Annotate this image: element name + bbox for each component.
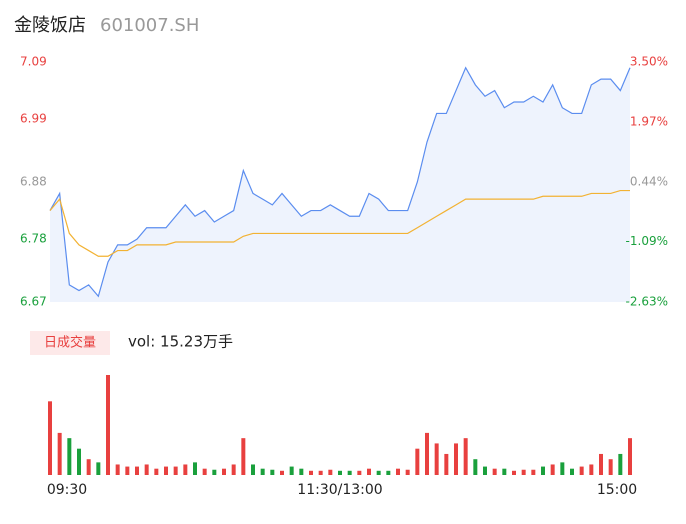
volume-bar bbox=[154, 468, 159, 475]
volume-legend: 日成交量 bbox=[44, 335, 96, 351]
volume-bar bbox=[135, 466, 139, 475]
volume-bar bbox=[57, 432, 62, 475]
volume-bar bbox=[589, 464, 594, 475]
y-tick-label: 6.67 bbox=[20, 295, 47, 309]
volume-bar bbox=[444, 453, 449, 475]
volume-bar bbox=[454, 443, 458, 475]
volume-bar bbox=[425, 432, 429, 475]
y2-tick-label: 3.50% bbox=[630, 55, 668, 69]
volume-bar bbox=[415, 448, 420, 475]
volume-bar bbox=[338, 470, 342, 475]
volume-bar bbox=[251, 464, 255, 475]
volume-bar bbox=[386, 470, 391, 475]
volume-bar bbox=[299, 468, 304, 475]
stock-name: 金陵饭店 bbox=[14, 15, 86, 36]
volume-bar bbox=[280, 470, 284, 475]
volume-bar bbox=[193, 462, 197, 475]
stock-code: 601007.SH bbox=[100, 15, 199, 36]
volume-bar bbox=[396, 468, 400, 475]
volume-bar bbox=[241, 438, 246, 475]
y2-tick-label: 1.97% bbox=[630, 114, 668, 128]
volume-bar bbox=[183, 464, 188, 475]
volume-bar bbox=[222, 468, 226, 475]
volume-bar bbox=[376, 470, 381, 475]
volume-bar bbox=[599, 453, 603, 475]
volume-bar bbox=[96, 462, 101, 475]
volume-bar bbox=[541, 466, 545, 475]
volume-bar bbox=[270, 469, 275, 475]
price-line bbox=[49, 66, 631, 298]
legend-bg bbox=[30, 331, 110, 355]
volume-bar bbox=[367, 468, 371, 475]
volume-bar bbox=[115, 464, 120, 475]
volume-bar bbox=[618, 453, 623, 475]
volume-bar bbox=[328, 469, 333, 475]
y2-tick-label: 0.44% bbox=[630, 174, 668, 188]
y-tick-label: 6.78 bbox=[20, 232, 47, 246]
volume-bar bbox=[231, 464, 236, 475]
volume-bar bbox=[579, 466, 584, 475]
volume-bar bbox=[202, 468, 207, 475]
y-tick-label: 6.99 bbox=[20, 112, 47, 126]
volume-bar bbox=[318, 470, 323, 475]
volume-bar bbox=[357, 470, 362, 475]
volume-bar bbox=[77, 448, 81, 475]
y2-tick-label: -2.63% bbox=[626, 295, 668, 309]
volume-bar bbox=[473, 459, 478, 475]
volume-bar bbox=[512, 470, 516, 475]
volume-bar bbox=[67, 438, 72, 475]
volume-bar bbox=[608, 459, 613, 475]
volume-bar bbox=[434, 443, 439, 475]
volume-bar bbox=[309, 470, 313, 475]
volume-bar bbox=[483, 466, 487, 475]
volume-bar bbox=[560, 462, 565, 475]
price-line bbox=[49, 189, 630, 257]
volume-bar bbox=[492, 468, 497, 475]
volume-bar bbox=[347, 470, 352, 475]
volume-bar bbox=[125, 466, 130, 475]
x-tick-label: 09:30 bbox=[47, 482, 87, 498]
volume-bar bbox=[212, 469, 217, 475]
volume-bar bbox=[48, 401, 52, 475]
volume-bar bbox=[289, 466, 294, 475]
y-tick-label: 6.88 bbox=[20, 175, 47, 189]
volume-bar bbox=[628, 438, 632, 475]
volume-bar bbox=[144, 464, 149, 475]
volume-bar bbox=[550, 464, 555, 475]
volume-bar bbox=[502, 468, 507, 475]
volume-bar bbox=[106, 375, 110, 475]
y-tick-label: 7.09 bbox=[20, 55, 47, 69]
volume-bar bbox=[531, 469, 536, 475]
x-tick-label: 15:00 bbox=[597, 482, 637, 498]
volume-bar bbox=[463, 438, 468, 475]
price-area bbox=[50, 67, 630, 302]
y2-tick-label: -1.09% bbox=[626, 234, 668, 248]
volume-bar bbox=[173, 466, 178, 475]
x-tick-label: 11:30/13:00 bbox=[297, 482, 382, 498]
volume-annotation: vol: 15.23万手 bbox=[128, 333, 233, 351]
volume-bar bbox=[405, 469, 410, 475]
volume-bar bbox=[260, 468, 265, 475]
volume-bar bbox=[86, 459, 91, 475]
volume-bar bbox=[164, 466, 168, 475]
volume-bar bbox=[570, 468, 574, 475]
volume-bar bbox=[521, 469, 526, 475]
